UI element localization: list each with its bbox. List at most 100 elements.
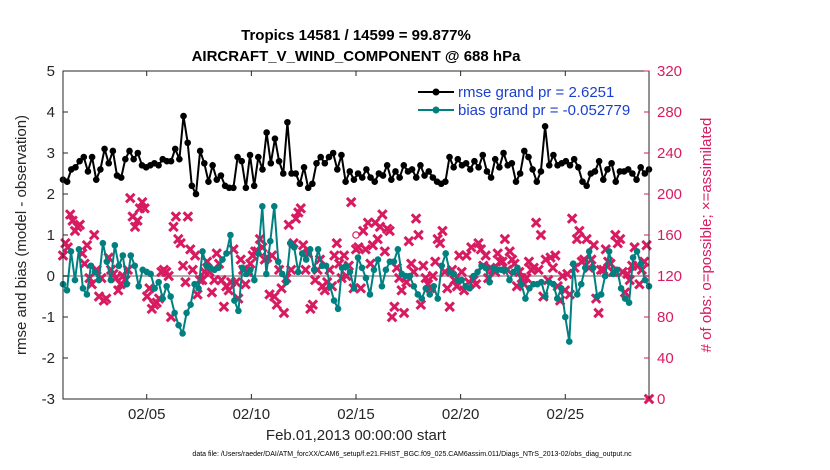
bias-point bbox=[187, 301, 194, 309]
obs-assimilated-marker bbox=[86, 278, 98, 290]
rmse-point bbox=[205, 178, 212, 185]
obs-assimilated-marker bbox=[283, 219, 295, 231]
obs-assimilated-marker bbox=[319, 285, 331, 296]
obs-assimilated-marker bbox=[530, 217, 542, 229]
bias-point bbox=[147, 270, 155, 278]
rmse-point bbox=[392, 168, 399, 175]
bias-point bbox=[107, 276, 115, 284]
obs-assimilated-marker bbox=[365, 258, 376, 270]
bias-point bbox=[251, 276, 258, 284]
x-tick-label: 02/15 bbox=[337, 406, 375, 423]
plot-area bbox=[63, 71, 649, 399]
bias-point bbox=[183, 309, 190, 317]
bias-point bbox=[542, 293, 549, 300]
rmse-point bbox=[279, 170, 287, 177]
obs-assimilated-marker bbox=[417, 260, 429, 272]
rmse-point bbox=[479, 151, 487, 159]
bias-point bbox=[75, 246, 83, 253]
rmse-point bbox=[508, 159, 516, 167]
y-axis-right-label: # of obs: o=possible; ×=assimilated bbox=[698, 118, 715, 353]
bias-point bbox=[597, 291, 605, 298]
rmse-point bbox=[209, 162, 216, 169]
obs-assimilated-marker bbox=[439, 266, 451, 278]
obs-assimilated-marker bbox=[182, 211, 194, 222]
bias-point bbox=[621, 295, 629, 302]
rmse-point bbox=[134, 149, 142, 157]
bias-point bbox=[629, 254, 637, 261]
bias-point bbox=[625, 299, 633, 306]
bias-point bbox=[195, 285, 202, 292]
bias-point bbox=[434, 295, 442, 302]
bias-point bbox=[199, 248, 206, 255]
data-marks bbox=[57, 112, 655, 405]
bias-point bbox=[346, 268, 354, 276]
bias-point bbox=[155, 278, 162, 286]
rmse-point bbox=[176, 155, 183, 163]
rmse-point bbox=[633, 176, 640, 183]
rmse-line bbox=[62, 115, 650, 198]
bias-point bbox=[243, 270, 250, 278]
rmse-point bbox=[101, 145, 108, 153]
y-left-tick-label: 3 bbox=[47, 145, 55, 162]
obs-possible-marker bbox=[352, 231, 360, 239]
rmse-point bbox=[408, 166, 416, 173]
y-left-tick-label: -2 bbox=[42, 350, 55, 367]
rmse-point bbox=[155, 162, 162, 169]
rmse-point bbox=[188, 182, 196, 190]
rmse-point bbox=[201, 159, 208, 167]
rmse-point bbox=[313, 159, 320, 167]
obs-assimilated-marker bbox=[473, 237, 484, 249]
bias-point bbox=[131, 262, 139, 270]
bias-point bbox=[247, 266, 254, 274]
bias-point bbox=[270, 203, 278, 210]
bias-point bbox=[298, 250, 306, 257]
bias-point bbox=[474, 268, 481, 276]
bias-point bbox=[406, 272, 414, 280]
rmse-point bbox=[76, 157, 83, 165]
bias-point bbox=[470, 272, 477, 280]
rmse-point bbox=[545, 162, 553, 169]
bias-point bbox=[362, 274, 370, 282]
rmse-point bbox=[624, 166, 632, 173]
legend: rmse grand pr = 2.6251 bias grand pr = -… bbox=[418, 84, 630, 119]
y-right-tick-label: 80 bbox=[657, 309, 674, 326]
obs-assimilated-marker bbox=[521, 272, 532, 284]
rmse-point bbox=[466, 166, 474, 173]
bias-point bbox=[67, 248, 75, 255]
bias-point bbox=[103, 258, 111, 265]
obs-assimilated-marker bbox=[581, 233, 592, 245]
legend-rmse-label: rmse grand pr = 2.6251 bbox=[458, 84, 614, 101]
bias-point bbox=[390, 258, 398, 265]
bias-point bbox=[215, 264, 222, 272]
bias-point bbox=[239, 264, 246, 272]
rmse-point bbox=[63, 178, 71, 185]
obs-assimilated-marker bbox=[170, 211, 182, 222]
rmse-point bbox=[346, 168, 354, 175]
bias-point bbox=[127, 252, 135, 259]
bias-point bbox=[350, 285, 358, 292]
obs-assimilated-marker bbox=[338, 250, 350, 261]
y-left-tick-label: 4 bbox=[47, 104, 55, 121]
y-left-tick-label: 1 bbox=[47, 227, 55, 244]
obs-assimilated-marker bbox=[456, 266, 467, 278]
y-right-tick-label: 160 bbox=[657, 227, 682, 244]
rmse-point bbox=[533, 178, 541, 185]
rmse-point bbox=[259, 166, 266, 173]
rmse-point bbox=[454, 155, 462, 163]
obs-assimilated-marker bbox=[634, 278, 645, 290]
bias-point bbox=[255, 250, 262, 257]
rmse-point bbox=[363, 166, 370, 173]
obs-assimilated-marker bbox=[139, 203, 150, 214]
rmse-point bbox=[446, 153, 453, 161]
bias-point bbox=[438, 262, 446, 270]
axis-ticks: -3 -2 -1 0 1 2 3 4 5 0 40 80 120 160 200 240 280 320 02/05… bbox=[42, 63, 682, 423]
bias-point bbox=[554, 295, 561, 302]
rmse-point bbox=[304, 184, 312, 192]
obs-assimilated-marker bbox=[533, 264, 544, 276]
rmse-point bbox=[637, 164, 644, 171]
bias-point bbox=[609, 270, 617, 278]
obs-assimilated-marker bbox=[355, 282, 367, 294]
bias-point bbox=[99, 239, 107, 247]
rmse-point bbox=[333, 166, 341, 173]
